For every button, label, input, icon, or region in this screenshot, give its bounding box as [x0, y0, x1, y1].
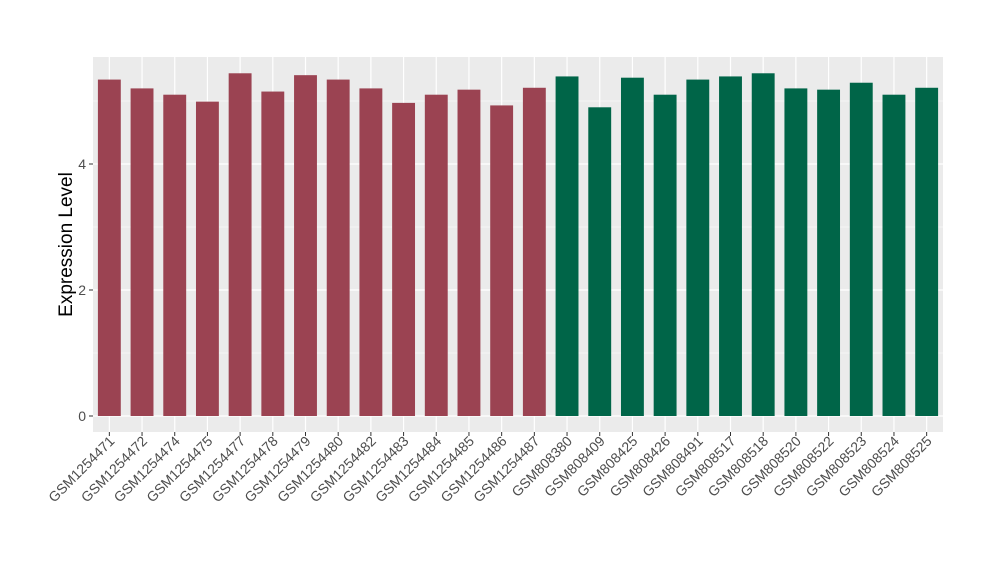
bar-GSM808425 [620, 77, 644, 416]
bar-GSM1254482 [359, 88, 383, 417]
bar-GSM1254478 [261, 91, 285, 417]
bar-GSM1254471 [97, 79, 121, 416]
bar-GSM1254486 [490, 105, 514, 416]
bar-GSM808518 [751, 73, 775, 416]
y-tick-label: 4 [78, 156, 86, 172]
bar-GSM1254472 [130, 88, 154, 417]
bar-GSM1254483 [392, 102, 416, 416]
plot-panel [93, 57, 943, 432]
y-axis-label: Expression Level [56, 172, 77, 317]
y-tick-label: 0 [78, 408, 86, 424]
bar-GSM808409 [588, 107, 612, 417]
bar-GSM1254479 [294, 75, 317, 417]
bar-GSM808426 [653, 94, 677, 416]
bar-GSM808522 [817, 89, 841, 416]
bar-GSM1254480 [326, 79, 350, 416]
bar-GSM1254484 [424, 94, 448, 416]
bar-GSM808491 [686, 79, 710, 416]
bars [97, 73, 939, 417]
bar-GSM808517 [719, 76, 742, 417]
y-tick-label: 2 [78, 282, 86, 298]
bar-GSM808380 [555, 76, 579, 417]
bar-GSM1254485 [457, 89, 481, 416]
bar-GSM1254475 [195, 101, 219, 416]
bar-GSM808523 [849, 82, 873, 416]
bar-GSM1254474 [163, 94, 187, 416]
bar-GSM808524 [882, 94, 906, 416]
bar-GSM808525 [915, 87, 939, 417]
bar-GSM1254477 [228, 73, 252, 416]
bar-GSM808520 [784, 88, 808, 417]
bar-GSM1254487 [522, 87, 546, 417]
